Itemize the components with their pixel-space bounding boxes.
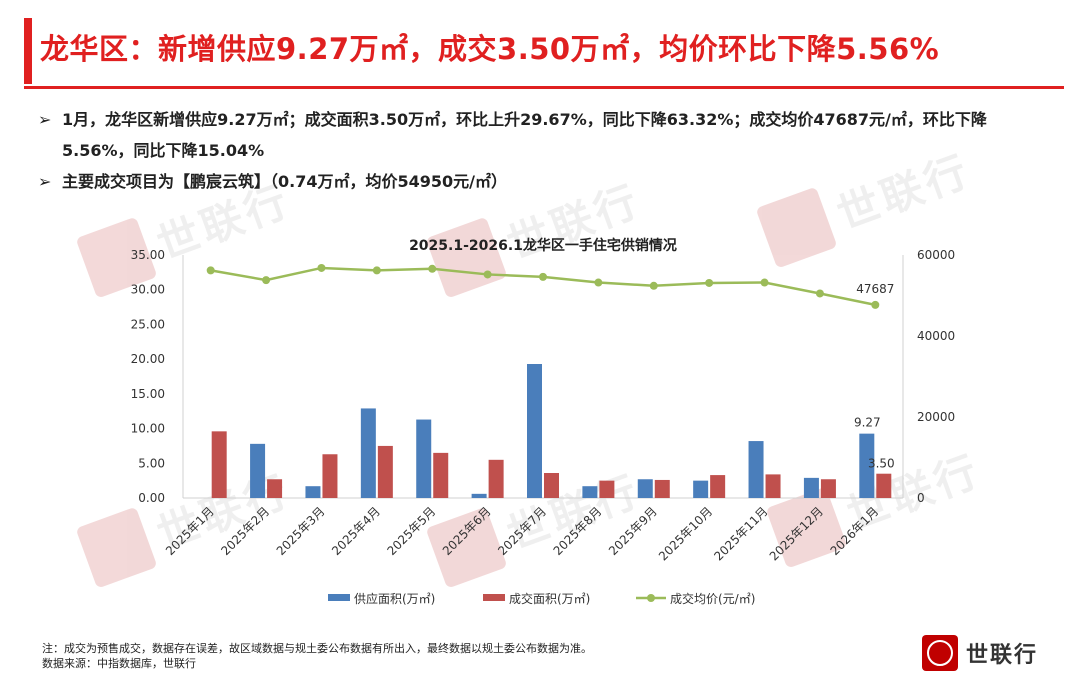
sales-data-label: 3.50	[868, 457, 895, 471]
supply-bar	[527, 364, 542, 498]
x-tick-label: 2025年7月	[495, 504, 549, 558]
bullet-item: ➢ 1月，龙华区新增供应9.27万㎡；成交面积3.50万㎡，环比上升29.67%…	[38, 104, 1048, 166]
bullet-item: ➢ 主要成交项目为【鹏宸云筑】（0.74万㎡，均价54950元/㎡）	[38, 166, 1048, 197]
price-point	[871, 300, 880, 309]
price-point	[705, 278, 714, 287]
x-tick-label: 2025年2月	[218, 504, 272, 558]
sales-bar	[267, 479, 283, 498]
y-left-tick-label: 5.00	[138, 456, 165, 470]
x-tick-label: 2025年8月	[551, 504, 605, 558]
legend-label: 供应面积(万㎡)	[354, 591, 435, 606]
x-tick-label: 2025年1月	[163, 504, 217, 558]
y-left-tick-label: 35.00	[131, 248, 165, 262]
supply-bar	[859, 433, 875, 498]
supply-bar	[637, 479, 653, 498]
legend-label: 成交均价(元/㎡)	[670, 591, 755, 606]
title-bar: 龙华区：新增供应9.27万㎡，成交3.50万㎡，均价环比下降5.56%	[0, 0, 1080, 90]
supply-bar	[471, 493, 487, 498]
price-point	[649, 281, 658, 290]
supply-bar	[582, 486, 598, 498]
sales-bar	[433, 452, 449, 498]
sales-bar	[544, 473, 559, 498]
page-title: 龙华区：新增供应9.27万㎡，成交3.50万㎡，均价环比下降5.56%	[40, 32, 940, 66]
x-tick-label: 2025年3月	[274, 504, 328, 558]
bullet-arrow-icon: ➢	[38, 172, 52, 191]
sales-bar	[876, 473, 892, 498]
legend-swatch	[483, 594, 505, 601]
sales-bar	[488, 459, 504, 498]
x-tick-label: 2025年6月	[440, 504, 494, 558]
y-left-tick-label: 15.00	[131, 387, 165, 401]
y-right-tick-label: 0	[917, 491, 925, 505]
supply-bar	[693, 480, 709, 498]
summary-bullets: ➢ 1月，龙华区新增供应9.27万㎡；成交面积3.50万㎡，环比上升29.67%…	[38, 104, 1048, 197]
y-left-tick-label: 30.00	[131, 283, 165, 297]
price-data-label: 47687	[856, 282, 894, 296]
x-tick-label: 2025年4月	[329, 504, 383, 558]
sales-bar	[599, 480, 615, 498]
price-point	[483, 270, 492, 279]
legend-swatch	[647, 594, 655, 602]
supply-sales-chart: 2025.1-2026.1龙华区一手住宅供销情况 0.00 5.00 10.00 15.…	[131, 237, 956, 606]
sales-bar	[322, 454, 338, 498]
price-point	[760, 278, 769, 287]
title-divider	[24, 86, 1064, 89]
y-right-tick-label: 20000	[917, 410, 955, 424]
bullet-arrow-icon: ➢	[38, 110, 52, 129]
sales-bar	[211, 431, 227, 498]
footnote-disclaimer: 注：成交为预售成交，数据存在误差，故区域数据与规土委公布数据有所出入，最终数据以…	[42, 642, 592, 655]
y-right-tick-label: 40000	[917, 329, 955, 343]
price-point	[372, 266, 381, 275]
x-tick-label: 2025年12月	[767, 504, 826, 563]
x-tick-label: 2025年10月	[656, 504, 715, 563]
y-left-tick-label: 25.00	[131, 317, 165, 331]
legend-swatch	[328, 594, 350, 601]
supply-bar	[803, 477, 819, 498]
price-point	[317, 263, 326, 272]
logo-seal-icon	[922, 635, 958, 671]
company-logo: 世联行	[922, 635, 1038, 671]
y-left-tick-label: 10.00	[131, 422, 165, 436]
title-accent-bar	[24, 18, 32, 84]
y-left-tick-label: 20.00	[131, 352, 165, 366]
sales-bar	[654, 479, 670, 498]
y-right-tick-label: 60000	[917, 248, 955, 262]
supply-data-label: 9.27	[854, 416, 881, 430]
price-point	[428, 264, 437, 273]
footnotes: 注：成交为预售成交，数据存在误差，故区域数据与规土委公布数据有所出入，最终数据以…	[42, 641, 592, 671]
x-tick-label: 2025年9月	[606, 504, 660, 558]
y-left-tick-label: 0.00	[138, 491, 165, 505]
supply-bar	[416, 419, 432, 498]
price-point	[594, 278, 603, 287]
supply-bar	[305, 486, 321, 498]
sales-bar	[820, 479, 836, 498]
x-tick-label: 2026年1月	[828, 504, 882, 558]
price-point	[539, 272, 547, 281]
footnote-source: 数据来源：中指数据库，世联行	[42, 657, 196, 670]
supply-bar	[250, 443, 266, 498]
price-point	[815, 289, 824, 298]
x-tick-label: 2025年11月	[711, 504, 770, 563]
bullet-text: 1月，龙华区新增供应9.27万㎡；成交面积3.50万㎡，环比上升29.67%，同…	[62, 110, 987, 160]
supply-bar	[748, 441, 764, 498]
x-tick-label: 2025年5月	[384, 504, 438, 558]
supply-bar	[360, 408, 376, 498]
sales-bar	[710, 475, 726, 498]
price-point	[206, 266, 215, 275]
legend-label: 成交面积(万㎡)	[509, 591, 590, 606]
logo-text: 世联行	[966, 643, 1039, 668]
bullet-text: 主要成交项目为【鹏宸云筑】（0.74万㎡，均价54950元/㎡）	[62, 172, 507, 191]
sales-bar	[377, 445, 393, 498]
sales-bar	[765, 474, 781, 498]
price-point	[262, 276, 271, 285]
chart-title: 2025.1-2026.1龙华区一手住宅供销情况	[409, 237, 677, 254]
